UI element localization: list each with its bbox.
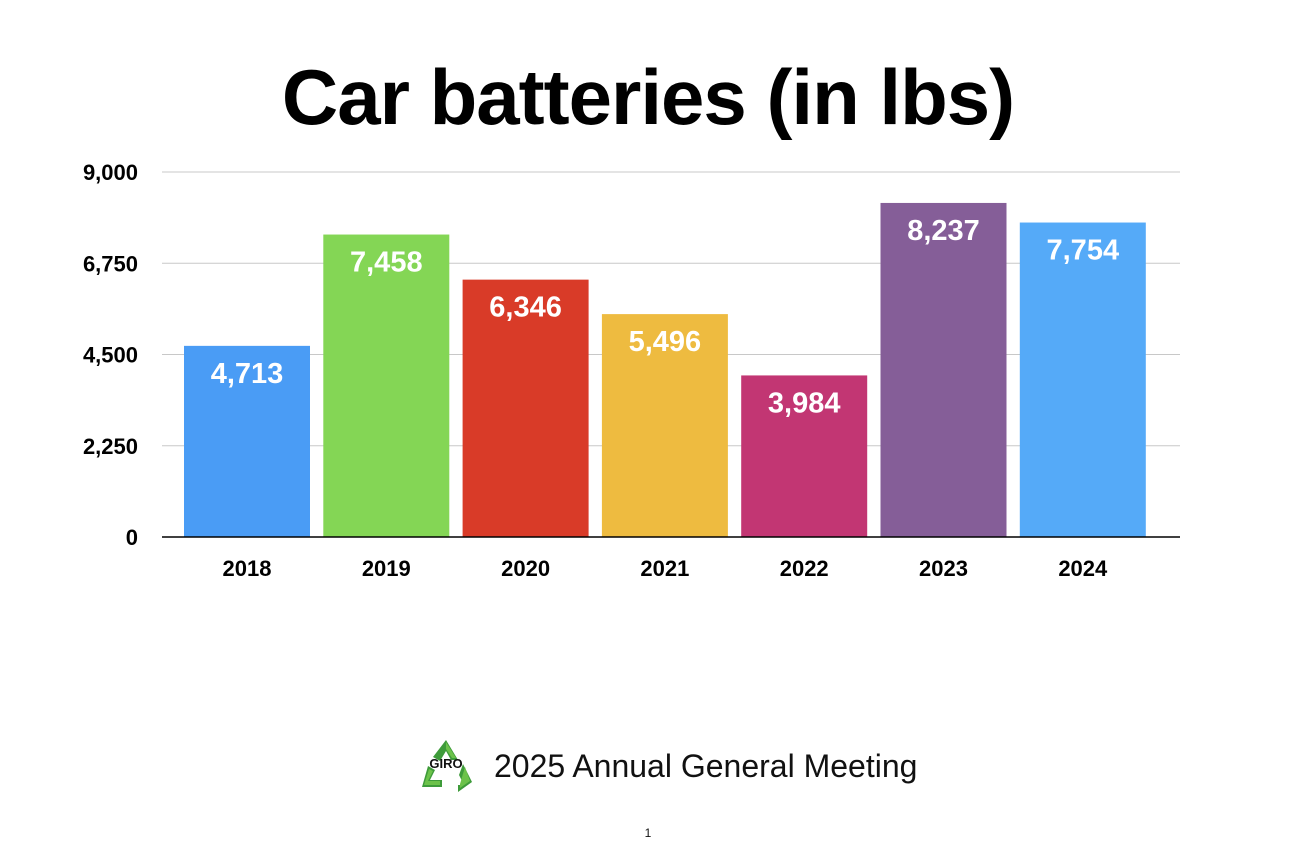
x-tick-label: 2020: [501, 556, 550, 581]
x-tick-label: 2018: [223, 556, 272, 581]
bar-2019: [323, 234, 450, 537]
bar-value-label: 8,237: [907, 215, 980, 247]
x-tick-label: 2019: [362, 556, 411, 581]
footer: GIRO 2025 Annual General Meeting: [418, 738, 917, 794]
bar-value-label: 5,496: [629, 326, 702, 358]
y-tick-label: 2,250: [83, 434, 138, 459]
bar-2020: [462, 279, 589, 537]
y-tick-label: 4,500: [83, 343, 138, 368]
logo-text: GIRO: [429, 756, 463, 771]
bar-2023: [880, 202, 1007, 537]
x-tick-label: 2022: [780, 556, 829, 581]
bar-value-label: 3,984: [768, 387, 841, 419]
y-tick-label: 0: [126, 525, 138, 550]
recycle-icon: [422, 740, 472, 792]
bar-2018: [184, 345, 310, 537]
x-tick-label: 2024: [1058, 556, 1108, 581]
y-tick-label: 9,000: [83, 160, 138, 185]
bar-value-label: 6,346: [489, 292, 562, 324]
meeting-text: 2025 Annual General Meeting: [494, 748, 918, 784]
bar-2024: [1019, 222, 1146, 537]
giro-logo: GIRO: [418, 738, 474, 794]
chart-title: Car batteries (in lbs): [281, 53, 1015, 141]
x-axis-ticks: 2018 2019 2020 2021 2022 2023 2024: [223, 556, 1109, 581]
bar-2021: [601, 314, 728, 537]
page-number: 1: [644, 826, 652, 840]
y-tick-label: 6,750: [83, 251, 138, 276]
bar-value-label: 4,713: [211, 358, 284, 390]
x-tick-label: 2023: [919, 556, 968, 581]
y-axis-ticks: 0 2,250 4,500 6,750 9,000: [83, 160, 138, 550]
x-tick-label: 2021: [640, 556, 689, 581]
bar-2022: [741, 375, 868, 537]
bars: 4,713 7,458 6,346 5,496 3,984 8,237 7,754: [184, 202, 1146, 537]
bar-chart: 0 2,250 4,500 6,750 9,000 4,713 7,458 6,346 5,4…: [83, 160, 1180, 581]
bar-value-label: 7,754: [1047, 235, 1120, 267]
bar-value-label: 7,458: [350, 247, 423, 279]
